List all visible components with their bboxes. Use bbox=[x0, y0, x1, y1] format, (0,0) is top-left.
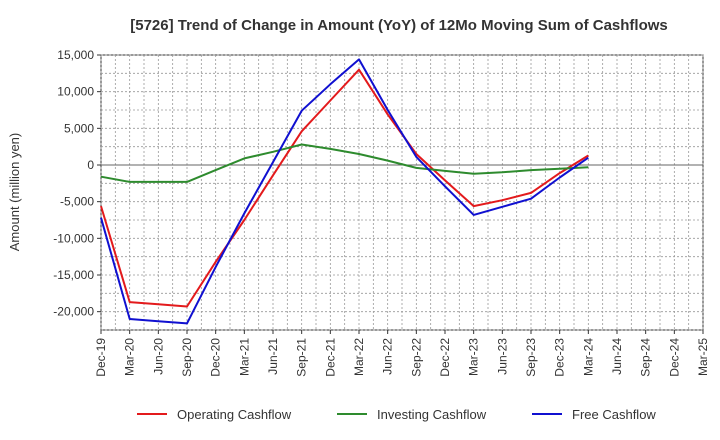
x-axis-ticks: Dec-19 Mar-20 Jun-20 Sep-20 Dec-20 Mar-21 Jun-… bbox=[94, 330, 710, 377]
y-tick-label: -15,000 bbox=[53, 268, 94, 282]
x-tick-label: Dec-23 bbox=[553, 338, 567, 377]
operating-cashflow-line bbox=[100, 68, 589, 308]
y-tick-label: -10,000 bbox=[53, 231, 94, 245]
x-tick-label: Sep-20 bbox=[180, 338, 194, 377]
x-tick-label: Dec-20 bbox=[209, 338, 223, 377]
y-tick-label: 15,000 bbox=[57, 48, 94, 62]
series-lines bbox=[100, 58, 589, 325]
x-tick-label: Mar-24 bbox=[581, 338, 595, 376]
x-tick-label: Jun-24 bbox=[610, 338, 624, 375]
y-axis-label: Amount (million yen) bbox=[7, 133, 22, 252]
x-tick-label: Sep-21 bbox=[295, 338, 309, 377]
x-tick-label: Jun-20 bbox=[151, 338, 165, 375]
x-tick-label: Dec-19 bbox=[94, 338, 108, 377]
y-tick-label: 0 bbox=[87, 158, 94, 172]
x-tick-label: Jun-22 bbox=[381, 338, 395, 375]
x-tick-label: Sep-23 bbox=[524, 338, 538, 377]
x-tick-label: Jun-21 bbox=[266, 338, 280, 375]
free-cashflow-line bbox=[100, 58, 589, 325]
x-tick-label: Mar-25 bbox=[696, 338, 710, 376]
x-tick-label: Sep-24 bbox=[639, 338, 653, 377]
y-tick-label: 5,000 bbox=[64, 121, 94, 135]
x-tick-label: Dec-22 bbox=[438, 338, 452, 377]
x-tick-label: Sep-22 bbox=[409, 338, 423, 377]
x-tick-label: Jun-23 bbox=[495, 338, 509, 375]
chart-title: [5726] Trend of Change in Amount (YoY) o… bbox=[130, 17, 668, 34]
investing-cashflow-line bbox=[100, 143, 589, 183]
x-tick-label: Mar-23 bbox=[467, 338, 481, 376]
y-tick-label: -20,000 bbox=[53, 305, 94, 319]
operating-cashflow-legend-label: Operating Cashflow bbox=[177, 407, 292, 422]
x-tick-label: Mar-20 bbox=[123, 338, 137, 376]
x-tick-label: Dec-24 bbox=[667, 338, 681, 377]
y-axis-ticks: 15,000 10,000 5,000 0 -5,000 -10,000 -15,000 -2… bbox=[53, 48, 101, 319]
x-tick-label: Mar-21 bbox=[237, 338, 251, 376]
x-tick-label: Dec-21 bbox=[323, 338, 337, 377]
y-tick-label: 10,000 bbox=[57, 85, 94, 99]
y-tick-label: -5,000 bbox=[60, 195, 94, 209]
grid bbox=[100, 54, 704, 331]
x-tick-label: Mar-22 bbox=[352, 338, 366, 376]
investing-cashflow-legend-label: Investing Cashflow bbox=[377, 407, 487, 422]
legend: Operating Cashflow Investing Cashflow Free… bbox=[137, 407, 656, 422]
free-cashflow-legend-label: Free Cashflow bbox=[572, 407, 656, 422]
